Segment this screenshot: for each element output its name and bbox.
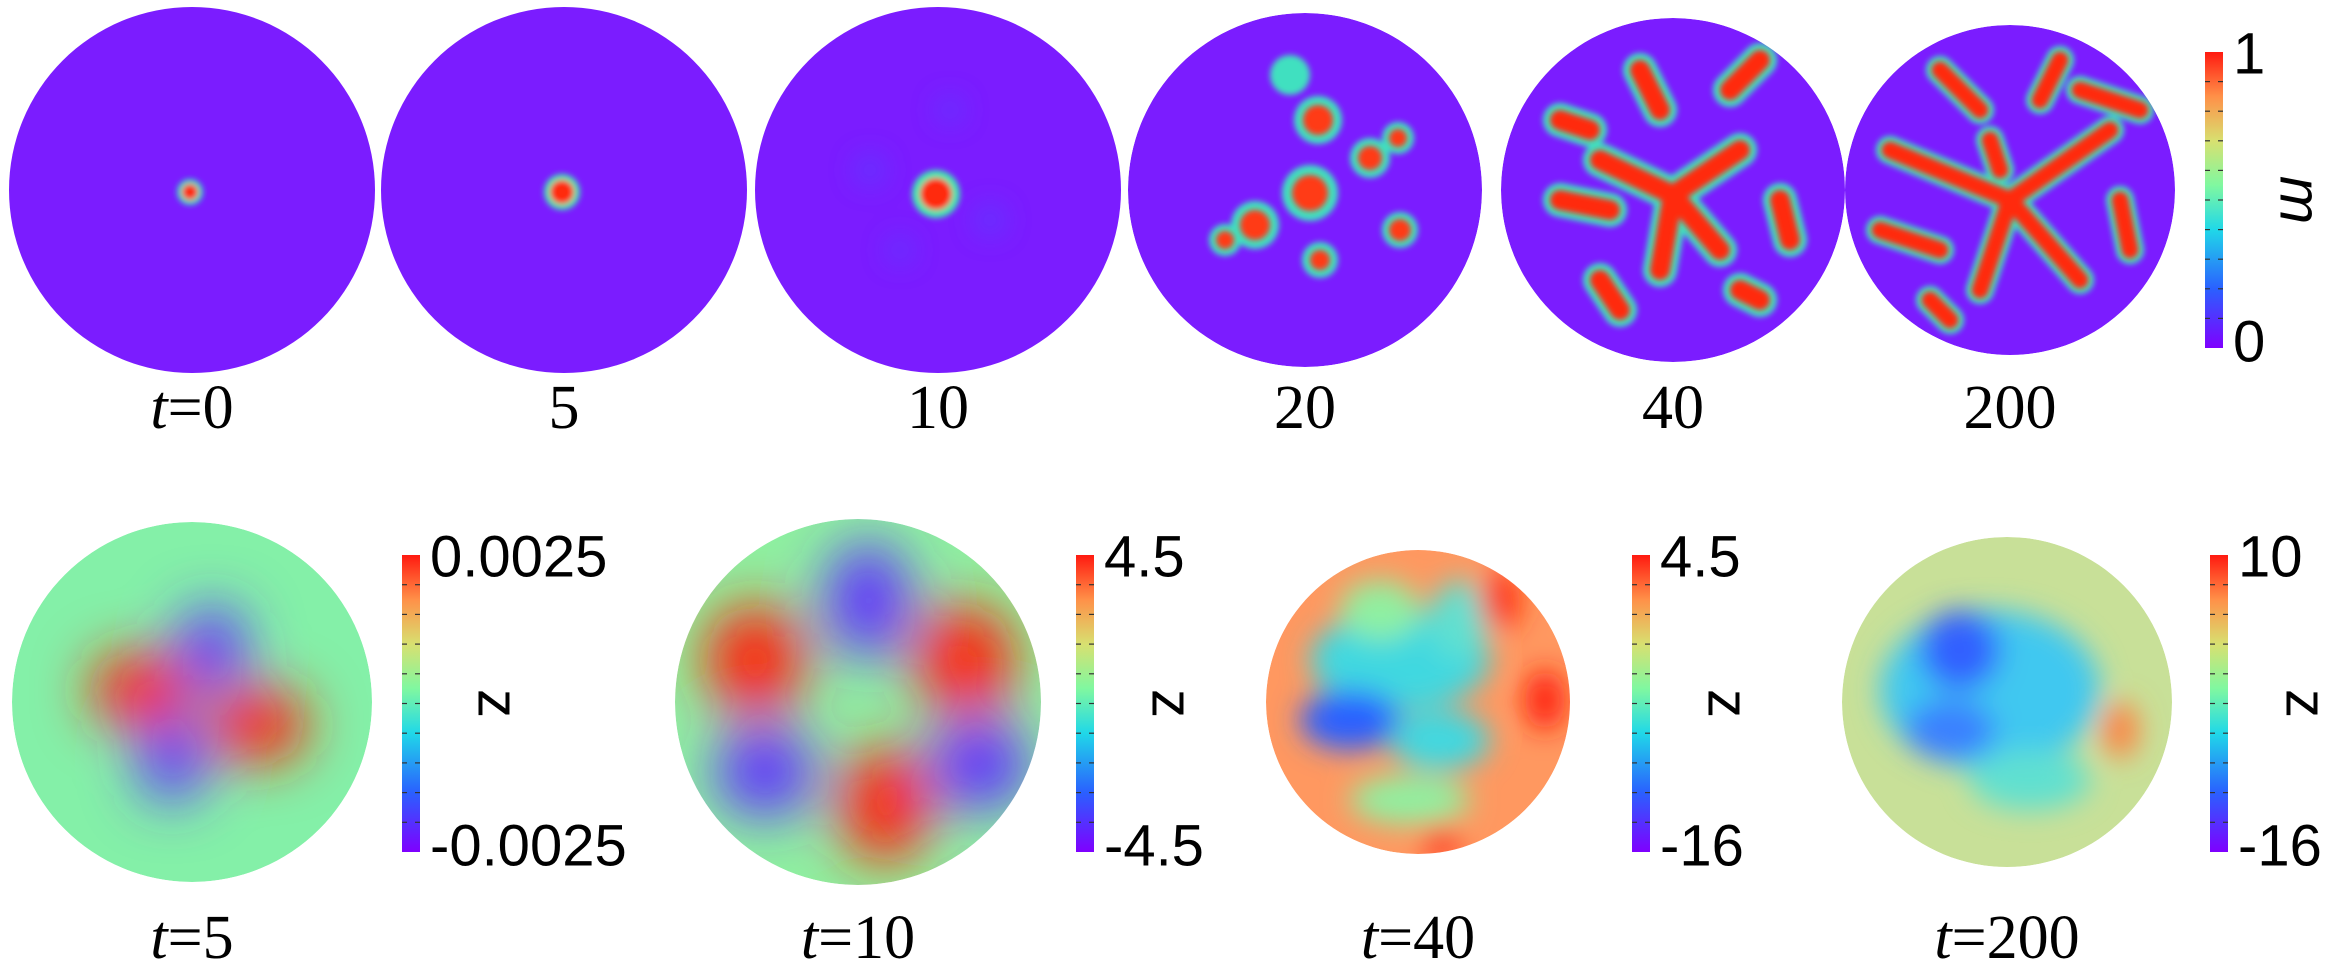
time-label: 10: [907, 374, 969, 442]
time-value: 20: [1274, 374, 1336, 442]
colorbar-label: z: [1696, 689, 1761, 718]
time-value: =40: [1378, 904, 1475, 972]
colorbar: [2205, 52, 2223, 348]
disk-field: [1266, 550, 1570, 854]
time-label: 40: [1642, 374, 1704, 442]
colorbar-max: 4.5: [1104, 524, 1185, 589]
time-symbol: t: [1361, 904, 1380, 972]
time-label: 5: [549, 374, 580, 442]
time-label: 200: [1964, 374, 2057, 442]
disk-field: [1845, 25, 2175, 355]
disk-field: [381, 7, 747, 373]
time-label: t=200: [1934, 904, 2079, 972]
colorbar: [2210, 555, 2228, 852]
time-symbol: t: [150, 904, 169, 972]
colorbar-label: z: [2274, 689, 2339, 718]
time-value: =200: [1952, 904, 2080, 972]
time-label: t=10: [801, 904, 915, 972]
time-label: t=40: [1361, 904, 1475, 972]
time-symbol: t: [1934, 904, 1953, 972]
disk-field: [1501, 18, 1845, 362]
colorbar-label: z: [466, 689, 531, 718]
time-symbol: t: [150, 374, 169, 442]
colorbar-min: -16: [1660, 813, 1744, 878]
time-value: 10: [907, 374, 969, 442]
time-value: =10: [818, 904, 915, 972]
time-value: 5: [549, 374, 580, 442]
colorbar-max: 1: [2233, 21, 2265, 86]
disk-field: [675, 519, 1041, 885]
colorbar-max: 10: [2238, 524, 2303, 589]
colorbar-max: 0.0025: [430, 524, 607, 589]
time-value: 200: [1964, 374, 2057, 442]
time-value: 40: [1642, 374, 1704, 442]
disk-field: [12, 522, 372, 882]
colorbar-min: -4.5: [1104, 813, 1204, 878]
colorbar-min: -0.0025: [430, 813, 627, 878]
colorbar-min: 0: [2233, 309, 2265, 374]
colorbar-label: m: [2268, 176, 2333, 224]
time-value: =0: [168, 374, 234, 442]
time-symbol: t: [801, 904, 820, 972]
disk-field: [1128, 13, 1482, 367]
time-value: =5: [168, 904, 234, 972]
colorbar: [402, 555, 420, 852]
colorbar-max: 4.5: [1660, 524, 1741, 589]
disk-field: [755, 7, 1121, 373]
disk-field: [9, 7, 375, 373]
time-label: t=0: [150, 374, 233, 442]
colorbar-label: z: [1140, 689, 1205, 718]
colorbar-min: -16: [2238, 813, 2322, 878]
colorbar: [1076, 555, 1094, 852]
time-label: 20: [1274, 374, 1336, 442]
disk-field: [1842, 537, 2172, 867]
colorbar: [1632, 555, 1650, 852]
time-label: t=5: [150, 904, 233, 972]
